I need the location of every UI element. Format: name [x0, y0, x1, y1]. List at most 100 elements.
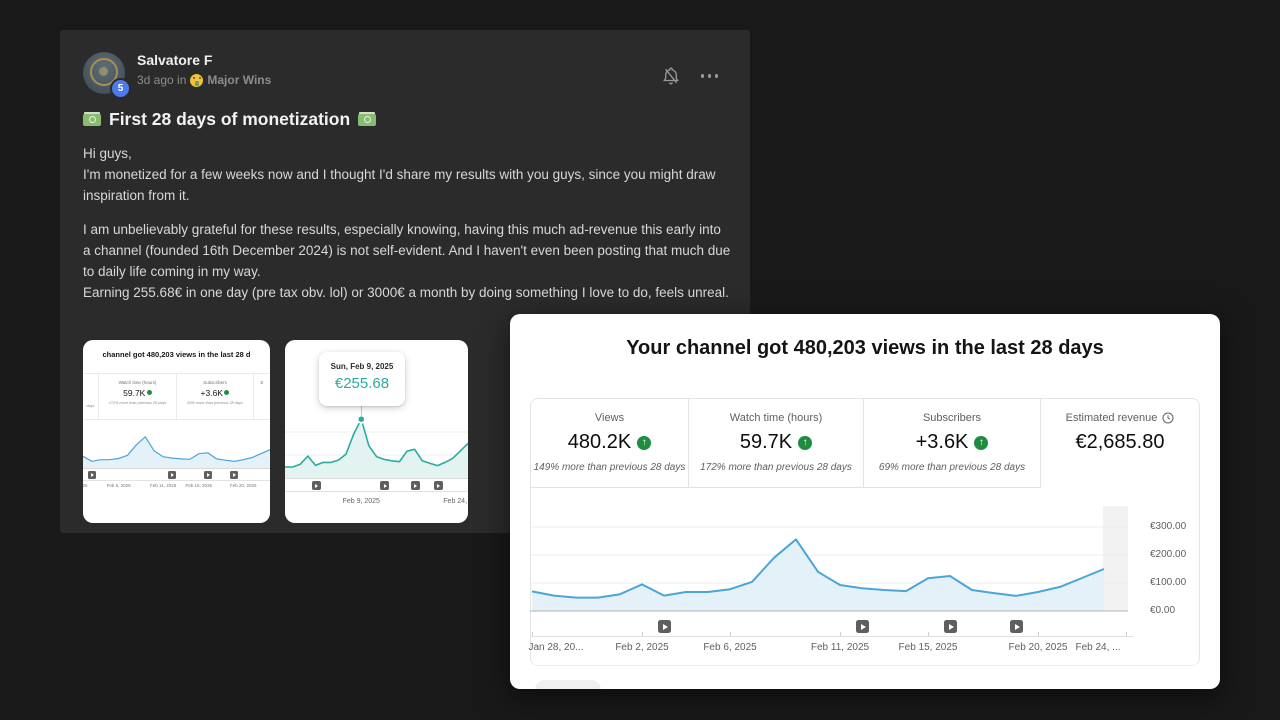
thumb1-date-label: Feb 6, 2025 — [106, 483, 131, 488]
thumb2-tick-line — [285, 491, 468, 492]
x-axis-tick — [928, 632, 929, 636]
thumb1-date-label: Feb 15, 2025 — [185, 483, 213, 488]
thumb1-metric-value: +3.6K — [177, 388, 253, 398]
level-badge: 5 — [110, 78, 131, 99]
avatar-emblem-icon — [99, 67, 108, 76]
thumb1-header-text: channel got 480,203 views in the last 28… — [102, 350, 251, 359]
video-marker-icon — [230, 471, 239, 479]
trend-up-icon — [146, 389, 152, 395]
x-axis-label: Feb 11, 2025 — [810, 642, 870, 653]
x-axis-tick — [840, 632, 841, 636]
thumb1-tick-line — [83, 480, 270, 481]
y-axis-label: €200.00 — [1150, 549, 1187, 560]
thumb1-metric-value: 59.7K — [99, 388, 176, 398]
thumb1-date-label: Feb 11, 2025 — [150, 483, 177, 488]
analytics-overlay-image[interactable]: Your channel got 480,203 views in the la… — [510, 314, 1220, 689]
metric-value: 59.7K — [689, 431, 863, 454]
metric-value: +3.6K — [864, 431, 1040, 454]
money-wings-icon — [358, 113, 377, 126]
analytics-title: Your channel got 480,203 views in the la… — [626, 337, 1104, 359]
revenue-chart — [530, 506, 1128, 612]
thumb2-date-label: Feb 24, 2... — [443, 498, 468, 505]
metric-label: Subscribers — [922, 412, 982, 424]
video-marker-icon — [433, 481, 443, 490]
x-axis-tick — [730, 632, 731, 636]
metric-card-views: Views 480.2K 149% more than previous 28 … — [531, 399, 689, 488]
metric-card-watch-time: Watch time (hours) 59.7K 172% more than … — [689, 399, 864, 488]
chart-tooltip: Sun, Feb 9, 2025 €255.68 — [319, 352, 405, 406]
x-axis-label: Feb 20, 2025 — [1008, 642, 1068, 653]
thumb1-chart-axis — [83, 468, 270, 469]
trend-up-icon — [798, 435, 813, 450]
clock-icon — [1162, 412, 1174, 424]
x-axis-tick-line — [530, 636, 1134, 637]
thumb1-date-label: Feb 20, 2025 — [230, 483, 257, 488]
metric-sub: 69% more than previous 28 days — [878, 462, 1026, 473]
x-axis-label: Feb 15, 2025 — [898, 642, 958, 653]
metric-value: €2,685.80 — [1075, 431, 1165, 453]
x-axis-tick — [1038, 632, 1039, 636]
trend-up-icon — [974, 435, 989, 450]
see-more-button-partial — [535, 680, 601, 689]
thumb1-left-fragment: days — [86, 404, 95, 408]
trend-up-icon — [224, 389, 230, 395]
x-axis-tick — [532, 632, 533, 636]
video-marker-icon — [311, 481, 321, 490]
post-paragraph-1: Hi guys, I'm monetized for a few weeks n… — [83, 146, 716, 203]
y-axis-label: €100.00 — [1150, 577, 1187, 588]
video-marker-icon — [380, 481, 390, 490]
post-header: 5 Salvatore F 3d ago in Major Wins — [83, 52, 727, 99]
metric-label: Views — [594, 412, 625, 424]
money-mouth-emoji-icon — [190, 73, 204, 87]
post-card: 5 Salvatore F 3d ago in Major Wins — [60, 30, 750, 533]
video-marker-icon — [203, 471, 212, 479]
video-marker-icon — [168, 471, 177, 479]
tooltip-date: Sun, Feb 9, 2025 — [330, 362, 394, 371]
y-axis-label: €0.00 — [1150, 605, 1176, 616]
data-point-marker — [358, 416, 365, 422]
metric-sub: 149% more than previous 28 days — [533, 462, 686, 473]
notifications-off-icon[interactable] — [661, 66, 681, 86]
thumb1-metric-sub: 172% more than previous 28 days — [108, 401, 167, 405]
trend-up-icon — [637, 435, 652, 450]
metric-value: 480.2K — [531, 431, 688, 454]
x-axis-label: Jan 28, 20... — [528, 642, 584, 653]
thumb1-right-fragment: E — [260, 380, 264, 385]
video-marker-icon — [1010, 620, 1023, 633]
avatar[interactable]: 5 — [83, 52, 131, 99]
attachment-image-1[interactable]: channel got 480,203 views in the last 28… — [83, 340, 270, 523]
thumb1-metric-label: Watch time (hours) — [118, 380, 157, 385]
more-options-icon[interactable] — [700, 74, 718, 78]
author-name[interactable]: Salvatore F — [137, 52, 213, 68]
metric-label: Watch time (hours) — [729, 412, 823, 424]
post-paragraph-2: I am unbelievably grateful for these res… — [83, 222, 731, 300]
video-marker-icon — [658, 620, 671, 633]
post-meta: 3d ago in Major Wins — [137, 73, 271, 87]
video-marker-icon — [856, 620, 869, 633]
thumb2-date-label: Feb 9, 2025 — [342, 498, 380, 505]
metric-label: Estimated revenue — [1041, 412, 1199, 424]
thumb2-revenue-chart — [285, 414, 468, 478]
thumb1-metric-label: Subscribers — [203, 380, 227, 385]
category-link[interactable]: Major Wins — [207, 73, 272, 87]
video-marker-icon — [87, 471, 96, 479]
post-title: First 28 days of monetization — [83, 109, 727, 130]
video-marker-icon — [410, 481, 420, 490]
x-axis-label: Feb 24, ... — [1075, 642, 1121, 653]
attachment-image-2[interactable]: Sun, Feb 9, 2025 €255.68 Feb 9, 2025 Feb … — [285, 340, 468, 523]
x-axis-label: Feb 2, 2025 — [615, 642, 669, 653]
thumb2-chart-axis — [285, 478, 468, 479]
thumb1-mini-chart — [83, 436, 270, 468]
avatar-laurel-icon — [90, 58, 118, 86]
metric-sub: 172% more than previous 28 days — [700, 462, 852, 473]
y-axis-label: €300.00 — [1150, 521, 1187, 532]
tooltip-connector-line — [361, 406, 362, 417]
thumb1-metric-strip: days Watch time (hours) 59.7K 172% more … — [83, 373, 270, 420]
thumb1-date-label: 25 — [83, 483, 88, 488]
tooltip-value: €255.68 — [334, 375, 390, 392]
x-axis-tick — [1126, 632, 1127, 636]
thumb1-metric-sub: 69% more than previous 28 days — [187, 401, 243, 405]
video-marker-icon — [944, 620, 957, 633]
money-wings-icon — [83, 113, 101, 126]
